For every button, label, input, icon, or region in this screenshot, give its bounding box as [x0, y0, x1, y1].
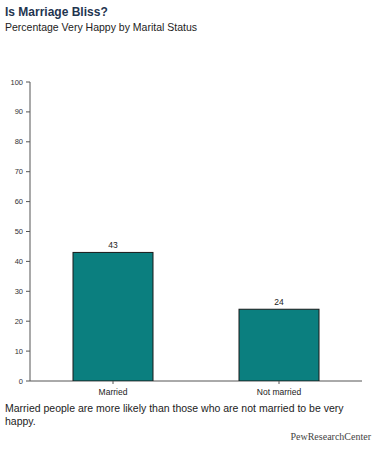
caption: Married people are more likely than thos…	[5, 402, 373, 428]
title: Is Marriage Bliss?	[5, 5, 108, 19]
x-tick	[113, 381, 114, 384]
subtitle: Percentage Very Happy by Marital Status	[5, 21, 197, 33]
y-tick	[26, 351, 30, 352]
y-tick	[26, 111, 30, 112]
y-tick-label: 30	[15, 287, 23, 296]
x-tick-label: Married	[99, 387, 128, 397]
y-tick-label: 70	[15, 167, 23, 176]
y-tick	[26, 381, 30, 382]
y-tick	[26, 201, 30, 202]
y-tick-label: 60	[15, 197, 23, 206]
y-tick	[26, 291, 30, 292]
y-tick	[26, 82, 30, 83]
data-label: 24	[274, 297, 284, 307]
y-tick	[26, 141, 30, 142]
data-label: 43	[108, 240, 118, 250]
chart: Is Marriage Bliss? Percentage Very Happy …	[0, 0, 381, 451]
y-tick	[26, 171, 30, 172]
x-tick-label: Not married	[257, 387, 302, 397]
bar	[239, 309, 319, 381]
y-tick-label: 20	[15, 317, 23, 326]
y-tick-label: 10	[15, 347, 23, 356]
y-tick-label: 50	[15, 227, 23, 236]
y-tick-label: 90	[15, 107, 23, 116]
bar	[73, 252, 153, 381]
y-tick-label: 100	[10, 78, 23, 87]
y-tick	[26, 261, 30, 262]
x-tick	[279, 381, 280, 384]
y-tick-label: 0	[19, 377, 23, 386]
bars	[73, 252, 319, 381]
y-tick	[26, 321, 30, 322]
y-tick-label: 40	[15, 257, 23, 266]
y-tick-label: 80	[15, 137, 23, 146]
source: PewResearchCenter	[290, 431, 371, 442]
y-tick	[26, 231, 30, 232]
